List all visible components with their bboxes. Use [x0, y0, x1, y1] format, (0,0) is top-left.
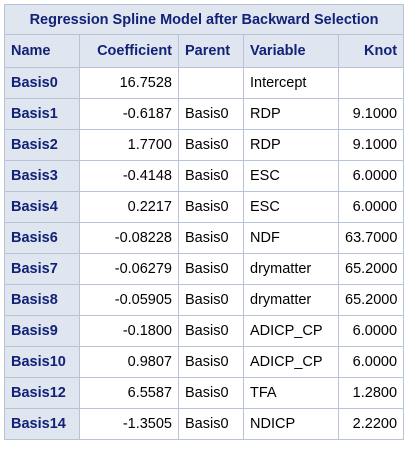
table-row: Basis6 -0.08228 Basis0 NDF 63.7000 — [4, 222, 405, 254]
knot-cell: 9.1000 — [337, 98, 405, 130]
coefficient-cell: -0.08228 — [79, 222, 179, 254]
header-row: Name Coefficient Parent Variable Knot — [4, 34, 405, 68]
knot-cell: 9.1000 — [337, 129, 405, 161]
parent-cell: Basis0 — [178, 315, 244, 347]
knot-cell — [337, 67, 405, 99]
row-name-cell: Basis14 — [4, 408, 80, 440]
row-name-cell: Basis0 — [4, 67, 80, 99]
coefficient-cell: -1.3505 — [79, 408, 179, 440]
row-name-cell: Basis10 — [4, 346, 80, 378]
variable-cell: ESC — [243, 191, 339, 223]
coefficient-cell: -0.6187 — [79, 98, 179, 130]
row-name-cell: Basis8 — [4, 284, 80, 316]
coefficient-cell: -0.05905 — [79, 284, 179, 316]
parent-cell: Basis0 — [178, 408, 244, 440]
variable-cell: RDP — [243, 98, 339, 130]
table-row: Basis7 -0.06279 Basis0 drymatter 65.2000 — [4, 253, 405, 285]
table-row: Basis9 -0.1800 Basis0 ADICP_CP 6.0000 — [4, 315, 405, 347]
coefficient-cell: 16.7528 — [79, 67, 179, 99]
parent-cell: Basis0 — [178, 129, 244, 161]
table-row: Basis10 0.9807 Basis0 ADICP_CP 6.0000 — [4, 346, 405, 378]
row-name-cell: Basis4 — [4, 191, 80, 223]
table-row: Basis2 1.7700 Basis0 RDP 9.1000 — [4, 129, 405, 161]
column-header-coefficient: Coefficient — [79, 34, 179, 68]
coefficient-cell: 0.9807 — [79, 346, 179, 378]
coefficient-cell: 6.5587 — [79, 377, 179, 409]
table-row: Basis12 6.5587 Basis0 TFA 1.2800 — [4, 377, 405, 409]
knot-cell: 65.2000 — [337, 253, 405, 285]
variable-cell: drymatter — [243, 253, 339, 285]
parent-cell: Basis0 — [178, 346, 244, 378]
variable-cell: NDF — [243, 222, 339, 254]
parent-cell: Basis0 — [178, 377, 244, 409]
variable-cell: Intercept — [243, 67, 339, 99]
knot-cell: 65.2000 — [337, 284, 405, 316]
parent-cell: Basis0 — [178, 284, 244, 316]
row-name-cell: Basis2 — [4, 129, 80, 161]
table-row: Basis8 -0.05905 Basis0 drymatter 65.2000 — [4, 284, 405, 316]
coefficient-cell: 1.7700 — [79, 129, 179, 161]
variable-cell: ADICP_CP — [243, 346, 339, 378]
row-name-cell: Basis7 — [4, 253, 80, 285]
table-body: Basis0 16.7528 Intercept Basis1 -0.6187 Basis… — [4, 67, 405, 440]
column-header-variable: Variable — [243, 34, 339, 68]
regression-spline-table: Regression Spline Model after Backward S… — [3, 4, 405, 440]
variable-cell: RDP — [243, 129, 339, 161]
row-name-cell: Basis1 — [4, 98, 80, 130]
row-name-cell: Basis12 — [4, 377, 80, 409]
row-name-cell: Basis6 — [4, 222, 80, 254]
variable-cell: NDICP — [243, 408, 339, 440]
column-header-knot: Knot — [337, 34, 405, 68]
column-header-parent: Parent — [178, 34, 244, 68]
parent-cell: Basis0 — [178, 191, 244, 223]
column-header-name: Name — [4, 34, 80, 68]
coefficient-cell: -0.06279 — [79, 253, 179, 285]
knot-cell: 6.0000 — [337, 191, 405, 223]
table-row: Basis0 16.7528 Intercept — [4, 67, 405, 99]
variable-cell: drymatter — [243, 284, 339, 316]
variable-cell: ADICP_CP — [243, 315, 339, 347]
knot-cell: 2.2200 — [337, 408, 405, 440]
parent-cell: Basis0 — [178, 98, 244, 130]
variable-cell: TFA — [243, 377, 339, 409]
parent-cell: Basis0 — [178, 253, 244, 285]
knot-cell: 6.0000 — [337, 315, 405, 347]
knot-cell: 6.0000 — [337, 160, 405, 192]
table-row: Basis14 -1.3505 Basis0 NDICP 2.2200 — [4, 408, 405, 440]
row-name-cell: Basis3 — [4, 160, 80, 192]
parent-cell — [178, 67, 244, 99]
variable-cell: ESC — [243, 160, 339, 192]
table-row: Basis1 -0.6187 Basis0 RDP 9.1000 — [4, 98, 405, 130]
table-title: Regression Spline Model after Backward S… — [3, 4, 405, 35]
row-name-cell: Basis9 — [4, 315, 80, 347]
parent-cell: Basis0 — [178, 160, 244, 192]
knot-cell: 1.2800 — [337, 377, 405, 409]
table-row: Basis3 -0.4148 Basis0 ESC 6.0000 — [4, 160, 405, 192]
coefficient-cell: -0.1800 — [79, 315, 179, 347]
knot-cell: 6.0000 — [337, 346, 405, 378]
parent-cell: Basis0 — [178, 222, 244, 254]
knot-cell: 63.7000 — [337, 222, 405, 254]
table-row: Basis4 0.2217 Basis0 ESC 6.0000 — [4, 191, 405, 223]
regression-table-container: Regression Spline Model after Backward S… — [3, 4, 405, 440]
coefficient-cell: -0.4148 — [79, 160, 179, 192]
coefficient-cell: 0.2217 — [79, 191, 179, 223]
